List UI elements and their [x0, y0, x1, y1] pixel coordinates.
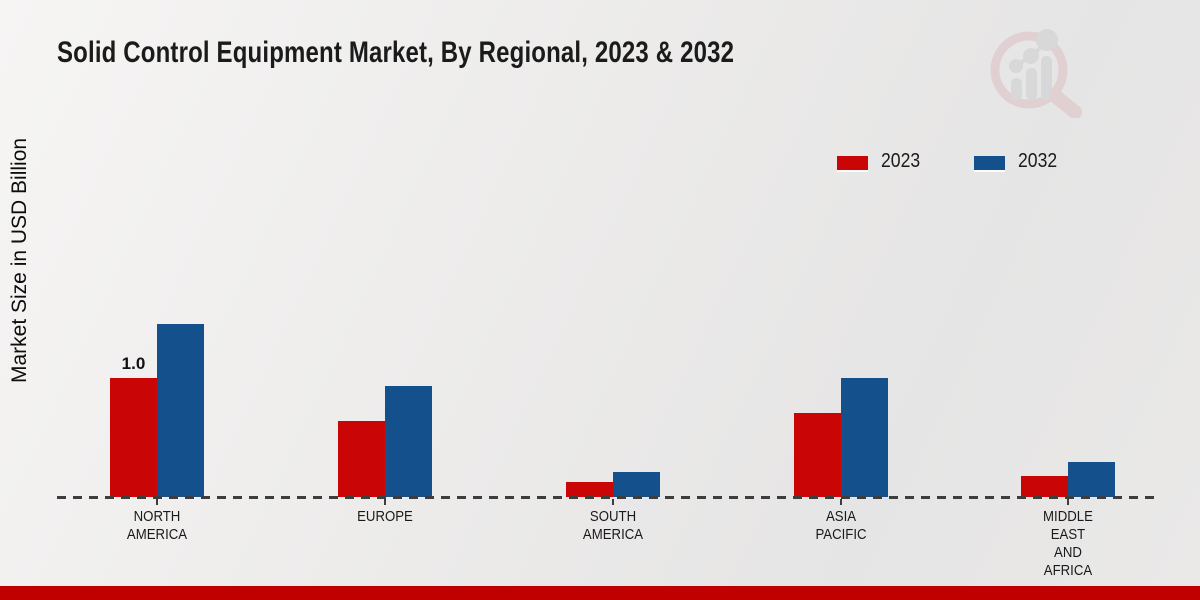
legend-item-2023: 2023 [837, 150, 926, 173]
legend-label-2032: 2032 [1017, 150, 1057, 172]
bar-2032-4 [841, 378, 888, 497]
x-axis-baseline [57, 496, 1158, 499]
bar-value-label: 1.0 [121, 354, 146, 373]
bar-2023-2 [338, 421, 385, 497]
bar-2032-1 [157, 324, 204, 497]
x-axis-category-label: MIDDLE EAST AND AFRICA [1043, 508, 1093, 579]
x-tick [1067, 499, 1069, 505]
bar-2023-3 [566, 482, 613, 497]
x-tick [156, 499, 158, 505]
bar-2032-3 [613, 472, 660, 497]
bar-2032-5 [1068, 462, 1115, 497]
x-tick [840, 499, 842, 505]
chart-title: Solid Control Equipment Market, By Regio… [57, 36, 735, 69]
legend-swatch-2032 [973, 155, 1005, 170]
bar-2023-1 [110, 378, 157, 497]
x-axis-category-label: NORTH AMERICA [126, 508, 188, 543]
x-axis-category-label: EUROPE [357, 508, 413, 525]
footer-accent-bar [0, 586, 1200, 600]
legend-swatch-2023 [837, 155, 868, 170]
legend-label-2023: 2023 [881, 150, 921, 172]
x-tick [612, 499, 614, 505]
bar-2023-4 [794, 413, 841, 497]
magnifier-logo-watermark [990, 29, 1082, 118]
legend-item-2032: 2032 [973, 150, 1063, 173]
bar-2023-5 [1021, 476, 1068, 497]
legend: 2023 2032 [837, 150, 1062, 173]
x-axis-category-label: SOUTH AMERICA [582, 508, 644, 543]
x-tick [384, 499, 386, 505]
x-axis-category-label: ASIA PACIFIC [815, 508, 867, 543]
bar-2032-2 [385, 386, 432, 497]
